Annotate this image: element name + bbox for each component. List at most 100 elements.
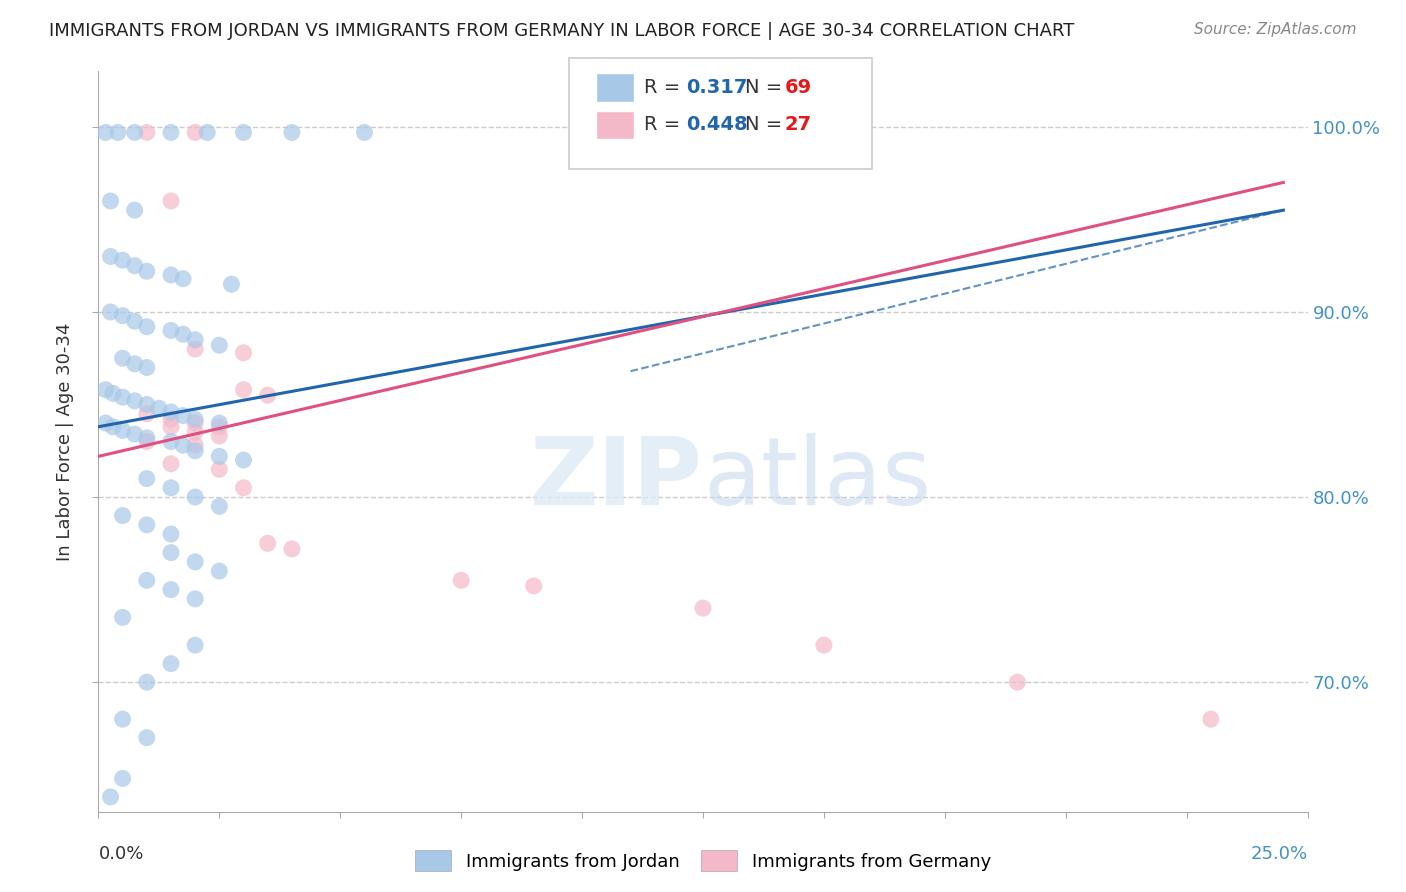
Point <box>256 388 278 402</box>
Point <box>1007 675 1029 690</box>
Point <box>172 409 194 423</box>
Text: 69: 69 <box>785 78 811 97</box>
Text: ZIP: ZIP <box>530 433 703 524</box>
Point <box>111 253 134 268</box>
Point <box>135 471 157 485</box>
Text: 0.0%: 0.0% <box>98 845 143 863</box>
Point <box>160 527 183 541</box>
Point <box>111 610 134 624</box>
Point <box>111 390 134 404</box>
Point <box>208 500 231 514</box>
Point <box>135 319 157 334</box>
Text: Source: ZipAtlas.com: Source: ZipAtlas.com <box>1194 22 1357 37</box>
Point <box>160 582 183 597</box>
Point <box>148 401 170 416</box>
Point <box>184 333 207 347</box>
Point <box>195 125 218 139</box>
Point <box>184 555 207 569</box>
Point <box>160 419 183 434</box>
Text: N =: N = <box>745 78 789 97</box>
Text: 0.448: 0.448 <box>686 115 748 135</box>
Point <box>232 345 254 359</box>
Point <box>111 351 134 366</box>
Legend: Immigrants from Jordan, Immigrants from Germany: Immigrants from Jordan, Immigrants from … <box>408 843 998 879</box>
Point <box>208 338 231 352</box>
Point <box>124 427 146 442</box>
Point <box>813 638 835 652</box>
Point <box>135 517 157 532</box>
Point <box>111 309 134 323</box>
Point <box>135 434 157 449</box>
Point <box>184 438 207 452</box>
Point <box>450 574 472 588</box>
Point <box>124 203 146 218</box>
Point <box>232 125 254 139</box>
Point <box>172 327 194 342</box>
Point <box>111 712 134 726</box>
Point <box>107 125 129 139</box>
Point <box>101 419 124 434</box>
Point <box>135 397 157 411</box>
Point <box>184 342 207 356</box>
Point <box>208 429 231 443</box>
Point <box>124 125 146 139</box>
Point <box>160 268 183 282</box>
Text: R =: R = <box>644 78 686 97</box>
Point <box>124 393 146 408</box>
Point <box>256 536 278 550</box>
Point <box>100 249 122 263</box>
Point <box>160 457 183 471</box>
Point <box>94 125 117 139</box>
Text: 27: 27 <box>785 115 811 135</box>
Point <box>100 305 122 319</box>
Point <box>111 508 134 523</box>
Point <box>135 574 157 588</box>
Point <box>221 277 243 292</box>
Text: R =: R = <box>644 115 686 135</box>
Point <box>232 453 254 467</box>
Point <box>160 657 183 671</box>
Point <box>135 731 157 745</box>
Text: atlas: atlas <box>703 433 931 524</box>
Point <box>135 407 157 421</box>
Point <box>135 431 157 445</box>
Point <box>172 271 194 285</box>
Point <box>208 564 231 578</box>
Point <box>160 125 183 139</box>
Point <box>135 675 157 690</box>
Point <box>160 434 183 449</box>
Point <box>124 259 146 273</box>
Point <box>101 386 124 401</box>
Point <box>94 383 117 397</box>
Point <box>172 438 194 452</box>
Point <box>184 425 207 440</box>
Point <box>111 424 134 438</box>
Point <box>184 443 207 458</box>
Point <box>692 601 714 615</box>
Text: 0.317: 0.317 <box>686 78 748 97</box>
Point <box>160 194 183 208</box>
Point <box>184 591 207 606</box>
Text: N =: N = <box>745 115 789 135</box>
Point <box>111 772 134 786</box>
Point <box>184 638 207 652</box>
Point <box>208 462 231 476</box>
Point <box>281 125 304 139</box>
Point <box>135 125 157 139</box>
Point <box>184 125 207 139</box>
Point <box>281 541 304 556</box>
Point <box>232 481 254 495</box>
Point <box>94 416 117 430</box>
Point <box>232 383 254 397</box>
Text: 25.0%: 25.0% <box>1250 845 1308 863</box>
Point <box>160 481 183 495</box>
Text: IMMIGRANTS FROM JORDAN VS IMMIGRANTS FROM GERMANY IN LABOR FORCE | AGE 30-34 COR: IMMIGRANTS FROM JORDAN VS IMMIGRANTS FRO… <box>49 22 1074 40</box>
Point <box>208 416 231 430</box>
Y-axis label: In Labor Force | Age 30-34: In Labor Force | Age 30-34 <box>56 322 75 561</box>
Point <box>208 419 231 434</box>
Point <box>184 416 207 430</box>
Point <box>1199 712 1222 726</box>
Point <box>100 789 122 804</box>
Point <box>135 360 157 375</box>
Point <box>124 314 146 328</box>
